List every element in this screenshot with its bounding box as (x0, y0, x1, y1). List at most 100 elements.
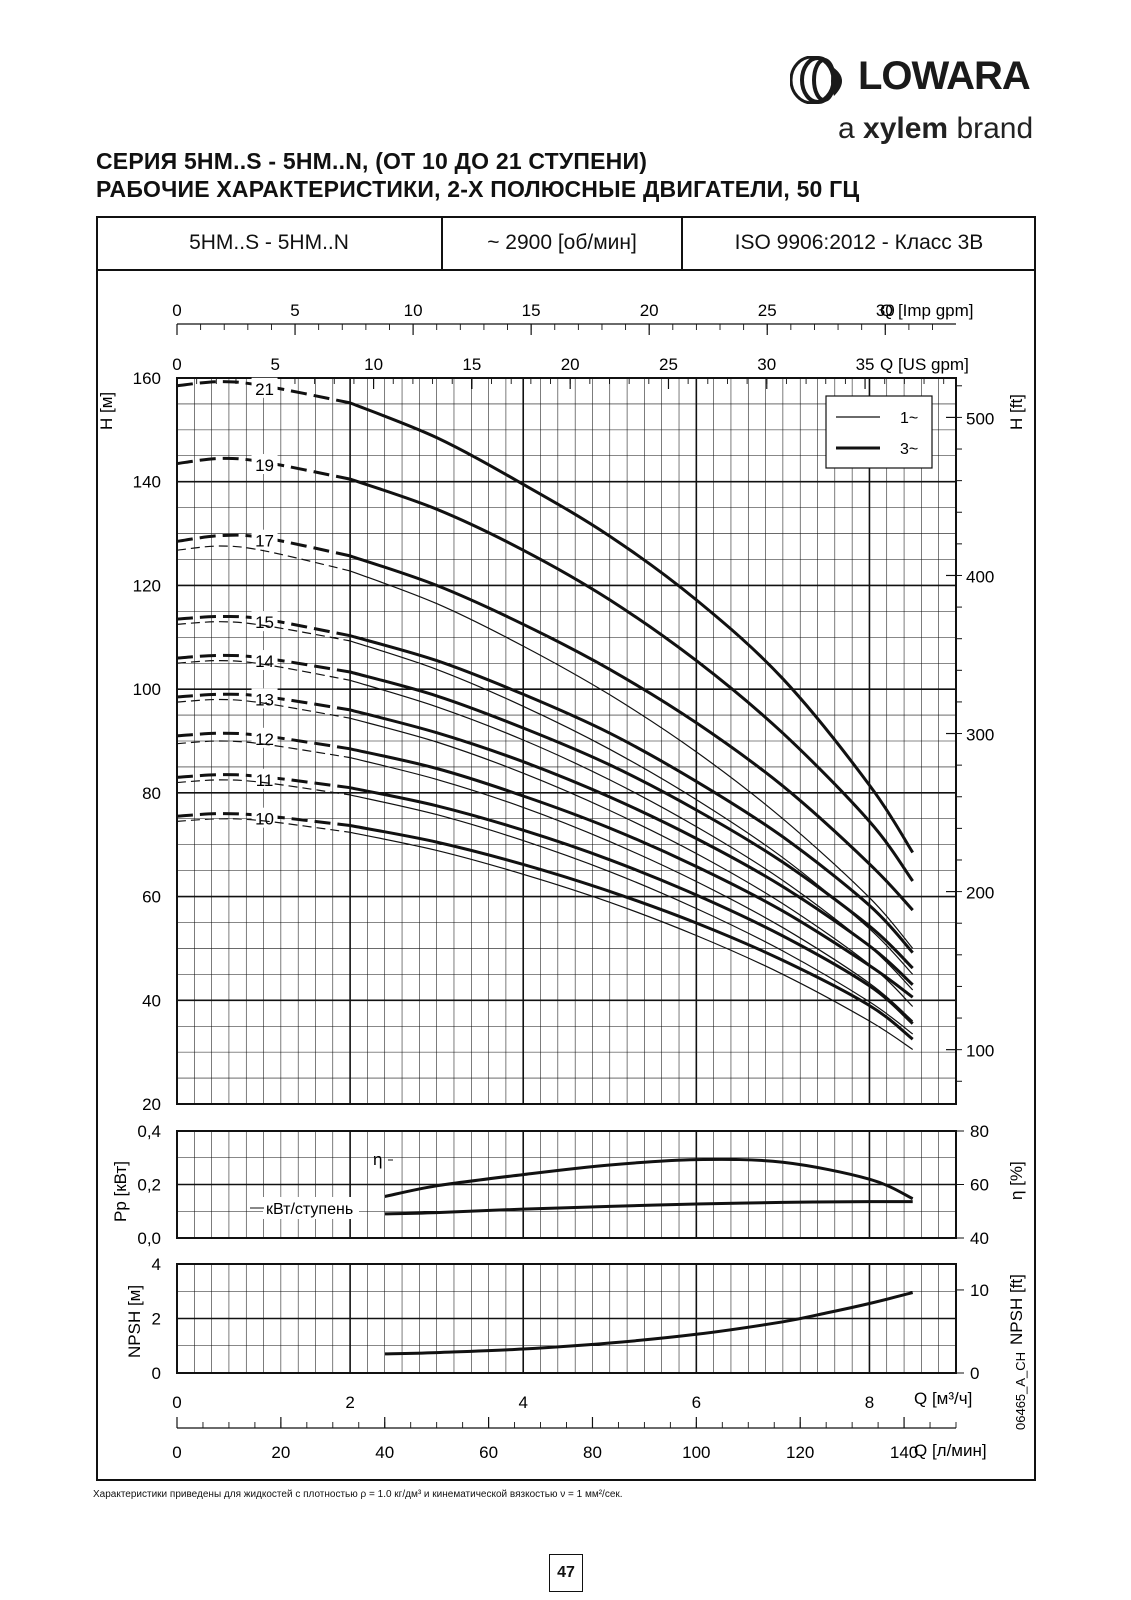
curve-label: 19 (255, 456, 274, 475)
curve-19-3ph-dashed (176, 456, 351, 481)
curve-label-bg (251, 377, 278, 398)
curve-label-bg (251, 768, 278, 789)
curve-11-1ph-dashed (176, 779, 351, 796)
imp-gpm-tick-label: 30 (876, 301, 895, 320)
curve-label-bg (251, 611, 278, 632)
curve-15-3ph (349, 634, 914, 954)
q-lmin-tick-label: 120 (786, 1443, 814, 1462)
curve-label-bg (251, 727, 278, 748)
curve-label-bg (251, 688, 278, 709)
eff-y-tick-label: 60 (970, 1176, 989, 1195)
power-y-axis-label: Pp [кВт] (111, 1161, 130, 1222)
npsh-chart: 0 2 4 0 10 NPSH [м] NPSH [ft] (125, 1255, 1026, 1383)
curve-10-3ph-dashed (176, 812, 351, 827)
imp-gpm-axis-label: Q [Imp gpm] (880, 301, 974, 320)
power-y-tick-label: 0,0 (137, 1229, 161, 1248)
head-y-axis-right-label: H [ft] (1007, 394, 1026, 430)
head-ft-tick-label: 100 (966, 1042, 994, 1061)
q-m3h-axis-label: Q [м³/ч] (914, 1389, 972, 1408)
head-y-axis-label: H [м] (97, 392, 116, 430)
q-lmin-tick-label: 80 (583, 1443, 602, 1462)
npsh-ft-tick-label: 0 (970, 1364, 979, 1383)
power-efficiency-chart: 0,0 0,2 0,4 40 60 80 Pp [кВт] η [%] η кВт/ступень (111, 1122, 1026, 1248)
curve-15-1ph-dashed (176, 621, 351, 642)
drawing-code: 06465_A_CH (1013, 1352, 1028, 1430)
head-y-tick-label: 100 (133, 680, 161, 699)
power-y-tick-label: 0,4 (137, 1122, 161, 1141)
curve-label: 13 (255, 690, 274, 709)
curve-21-3ph (349, 401, 914, 854)
curve-13-1ph (349, 717, 914, 1007)
us-gpm-tick-label: 20 (561, 355, 580, 374)
us-gpm-tick-label: 0 (172, 355, 181, 374)
eff-y-tick-label: 80 (970, 1122, 989, 1141)
curve-13-3ph (349, 708, 914, 986)
head-y-tick-label: 160 (133, 369, 161, 388)
curve-17-3ph-dashed (176, 533, 351, 558)
q-m3h-tick-label: 8 (865, 1393, 874, 1412)
npsh-y-axis-right-label: NPSH [ft] (1007, 1274, 1026, 1345)
npsh-y-tick-label: 4 (152, 1255, 161, 1274)
lowara-mark-icon (790, 56, 842, 104)
head-y-tick-label: 140 (133, 473, 161, 492)
curve-label: 12 (255, 730, 274, 749)
curve-11-3ph-dashed (176, 773, 351, 790)
npsh-y-tick-label: 0 (152, 1364, 161, 1383)
curve-19-3ph (349, 477, 914, 882)
head-y-tick-label: 20 (142, 1095, 161, 1114)
imp-gpm-tick-label: 25 (758, 301, 777, 320)
curve-17-3ph (349, 554, 914, 912)
q-lmin-tick-label: 0 (172, 1443, 181, 1462)
imp-gpm-tick-label: 20 (640, 301, 659, 320)
us-gpm-tick-label: 15 (462, 355, 481, 374)
curve-14-3ph (349, 670, 914, 970)
us-gpm-tick-label: 5 (271, 355, 280, 374)
q-lmin-axis-label: Q [л/мин] (914, 1441, 987, 1460)
page-title-line2: РАБОЧИЕ ХАРАКТЕРИСТИКИ, 2-Х ПОЛЮСНЫЕ ДВИ… (96, 176, 860, 202)
curve-label-bg (251, 807, 278, 828)
power-curve-label: кВт/ступень (266, 1201, 353, 1218)
curve-12-3ph (349, 747, 914, 999)
curve-11-3ph (349, 786, 914, 1025)
curve-label: 10 (255, 810, 274, 829)
npsh-curve (384, 1291, 914, 1356)
chart-frame (96, 216, 1036, 1481)
curve-17-1ph (349, 570, 914, 949)
curve-13-1ph-dashed (176, 698, 351, 719)
curve-10-1ph-dashed (176, 818, 351, 833)
us-gpm-tick-label: 10 (364, 355, 383, 374)
imp-gpm-tick-label: 0 (172, 301, 181, 320)
curve-10-3ph (349, 824, 914, 1041)
curve-label: 15 (255, 613, 274, 632)
page-title-line1: СЕРИЯ 5HM..S - 5HM..N, (ОТ 10 ДО 21 СТУП… (96, 148, 648, 174)
q-lmin-tick-label: 60 (479, 1443, 498, 1462)
imp-gpm-tick-label: 10 (404, 301, 423, 320)
imp-gpm-tick-label: 15 (522, 301, 541, 320)
curve-label: 14 (255, 652, 274, 671)
brand-logo-text: LOWARA (858, 54, 1031, 98)
curve-10-1ph (349, 831, 914, 1051)
curve-14-1ph (349, 679, 914, 991)
head-y-tick-label: 40 (142, 991, 161, 1010)
head-y-tick-label: 120 (133, 576, 161, 595)
power-per-stage-curve (384, 1200, 913, 1216)
us-gpm-tick-label: 30 (757, 355, 776, 374)
power-y-tick-label: 0,2 (137, 1176, 161, 1195)
eff-y-axis-label: η [%] (1007, 1161, 1026, 1200)
us-gpm-tick-label: 35 (856, 355, 875, 374)
curve-label: 21 (255, 380, 274, 399)
power-label-bg (263, 1197, 359, 1219)
top-q-axes: 0 5 10 15 20 25 30Q [Imp gpm]0 5 10 15 20 25 30 35 Q [… (172, 301, 974, 389)
legend-label-1ph: 1~ (900, 410, 918, 427)
curve-14-1ph-dashed (176, 659, 351, 681)
curve-label: 17 (255, 532, 274, 551)
footnote: Характеристики приведены для жидкостей с… (93, 1489, 623, 1500)
curve-12-3ph-dashed (176, 731, 351, 751)
curve-12-1ph (349, 757, 914, 1022)
curve-label: 11 (256, 771, 274, 790)
efficiency-curve (384, 1157, 914, 1201)
head-ft-tick-label: 400 (966, 567, 994, 586)
curve-label-bg (251, 529, 278, 550)
head-ft-tick-label: 300 (966, 726, 994, 745)
